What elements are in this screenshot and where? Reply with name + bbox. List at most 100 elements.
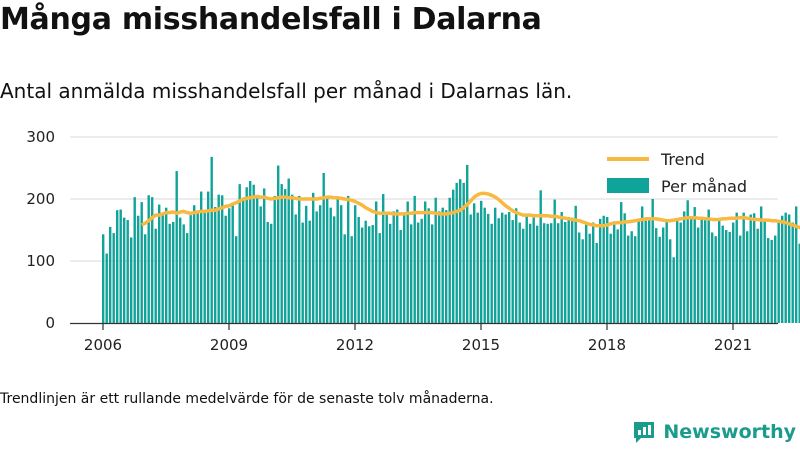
bar xyxy=(707,209,710,323)
bar xyxy=(105,253,108,323)
bar xyxy=(781,215,784,323)
bar xyxy=(721,225,724,323)
bar xyxy=(158,204,161,323)
bar xyxy=(291,194,294,323)
bar xyxy=(497,218,500,323)
bar xyxy=(147,195,150,323)
bar xyxy=(718,220,721,323)
bar xyxy=(186,233,189,323)
bar xyxy=(133,197,136,323)
bar xyxy=(396,209,399,323)
bar xyxy=(725,230,728,323)
bar xyxy=(672,257,675,323)
y-tick-label: 300 xyxy=(26,128,55,146)
bar xyxy=(641,206,644,323)
bar xyxy=(728,231,731,323)
bar xyxy=(312,192,315,323)
bar xyxy=(130,237,133,323)
bar xyxy=(686,200,689,323)
bar xyxy=(224,215,227,323)
bar xyxy=(301,222,304,323)
bar xyxy=(473,203,476,323)
bar xyxy=(315,211,318,323)
bar xyxy=(452,189,455,323)
bar xyxy=(459,179,462,323)
bar xyxy=(322,172,325,323)
bar xyxy=(347,195,350,323)
bar xyxy=(193,205,196,323)
bar xyxy=(609,233,612,323)
bar xyxy=(137,215,140,323)
bar xyxy=(469,214,472,323)
bar xyxy=(144,234,147,323)
bar xyxy=(385,212,388,323)
bar xyxy=(532,217,535,323)
bar xyxy=(116,210,119,323)
bar xyxy=(340,205,343,323)
bar xyxy=(669,239,672,323)
bar xyxy=(126,220,129,323)
bar xyxy=(784,212,787,323)
bar xyxy=(595,243,598,323)
legend: Trend Per månad xyxy=(607,150,747,196)
bar xyxy=(357,216,360,323)
bar xyxy=(711,232,714,323)
bar xyxy=(350,236,353,323)
x-tick-label: 2009 xyxy=(210,336,248,354)
bar xyxy=(168,223,171,323)
bar xyxy=(546,223,549,323)
bar xyxy=(448,197,451,323)
bar xyxy=(217,194,220,323)
bar xyxy=(455,182,458,323)
bar xyxy=(553,199,556,323)
bar xyxy=(630,231,633,323)
bar xyxy=(791,222,794,323)
bar xyxy=(326,196,329,323)
bar xyxy=(140,202,143,323)
x-axis-ticks: 2006200920122015201820212024 xyxy=(84,323,752,354)
bar xyxy=(424,201,427,323)
bar xyxy=(298,195,301,323)
bar xyxy=(585,223,588,323)
bar xyxy=(581,239,584,323)
bar xyxy=(504,214,507,323)
bar xyxy=(798,243,800,323)
bar xyxy=(273,195,276,323)
bar xyxy=(249,181,252,323)
bar xyxy=(602,215,605,323)
bar xyxy=(564,221,567,323)
y-axis-ticks: 0 100 200 300 xyxy=(26,128,55,332)
bar xyxy=(515,208,518,323)
bar xyxy=(151,197,154,323)
bar xyxy=(266,221,269,323)
bar xyxy=(518,222,521,323)
bar xyxy=(543,223,546,323)
x-tick-label: 2015 xyxy=(462,336,500,354)
bar xyxy=(770,239,773,323)
bar xyxy=(179,217,182,323)
bar xyxy=(284,189,287,323)
bar xyxy=(123,217,126,323)
bar xyxy=(627,235,630,323)
newsworthy-logo: Newsworthy xyxy=(631,419,796,445)
bar xyxy=(620,202,623,323)
bar xyxy=(749,214,752,323)
bar xyxy=(774,235,777,323)
bar xyxy=(756,228,759,323)
bar xyxy=(161,213,164,323)
bar xyxy=(693,207,696,323)
bar xyxy=(578,232,581,323)
x-tick-label: 2006 xyxy=(84,336,122,354)
bar xyxy=(263,188,266,323)
bar xyxy=(182,224,185,323)
bar xyxy=(259,206,262,323)
bar xyxy=(501,212,504,323)
bar xyxy=(403,212,406,323)
bar xyxy=(343,234,346,323)
bar xyxy=(490,223,493,323)
bar xyxy=(109,226,112,323)
bar xyxy=(172,221,175,323)
bar xyxy=(389,223,392,323)
chart-subtitle: Antal anmälda misshandelsfall per månad … xyxy=(0,79,573,103)
bar xyxy=(525,215,528,323)
